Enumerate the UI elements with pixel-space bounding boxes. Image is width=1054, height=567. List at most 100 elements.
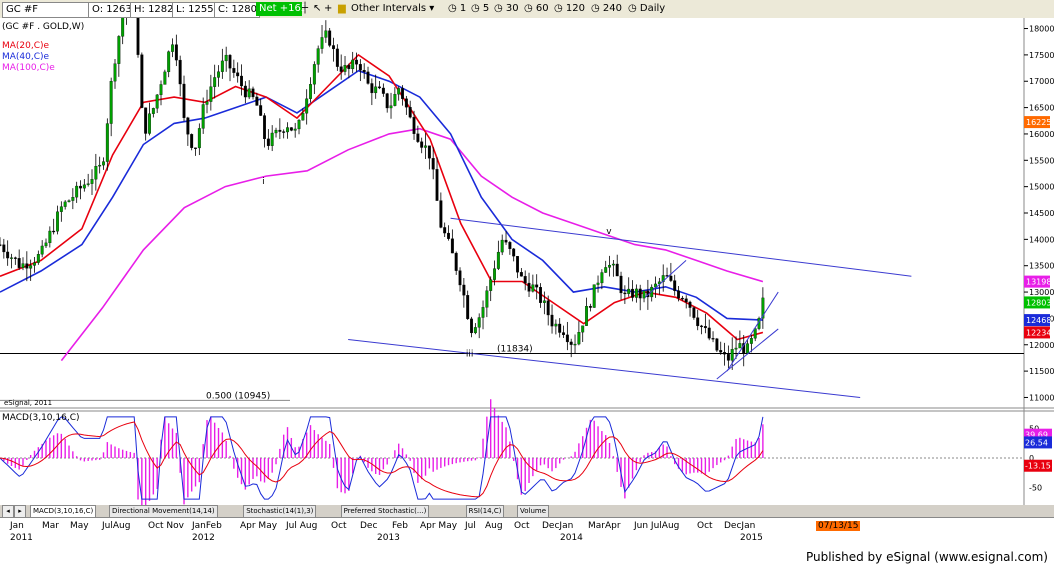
price-bar-99 bbox=[378, 86, 381, 89]
price-bar-86 bbox=[328, 30, 332, 46]
price-bar-12 bbox=[44, 242, 48, 247]
tab-scroll-next-button[interactable]: ▸ bbox=[14, 505, 26, 518]
month-label-10: Feb bbox=[392, 521, 408, 531]
other-intervals-menu[interactable]: Other Intervals ▾ bbox=[351, 3, 435, 14]
price-bar-144 bbox=[550, 314, 554, 327]
price-bar-194 bbox=[742, 343, 746, 354]
folder-icon[interactable]: ▆ bbox=[338, 3, 346, 14]
price-bar-147 bbox=[562, 332, 565, 336]
price-bar-188 bbox=[719, 350, 723, 353]
price-bar-93 bbox=[355, 59, 358, 65]
price-tick-label-3: 16500 bbox=[1029, 104, 1054, 113]
ma20-legend: MA(20,C)e bbox=[2, 41, 50, 51]
price-bar-87 bbox=[332, 45, 335, 50]
price-bar-168 bbox=[642, 290, 646, 299]
interval-button-2[interactable]: ◷ 30 bbox=[494, 3, 519, 14]
price-bar-190 bbox=[726, 354, 730, 361]
indicator-tab-3[interactable]: Preferred Stochastic(...) bbox=[340, 505, 430, 518]
price-bar-41 bbox=[155, 94, 159, 109]
price-bar-149 bbox=[569, 341, 573, 345]
price-bar-75 bbox=[286, 127, 289, 133]
price-bar-177 bbox=[677, 290, 680, 299]
price-bar-119 bbox=[454, 252, 458, 271]
interval-button-4[interactable]: ◷ 120 bbox=[554, 3, 585, 14]
trendline-2 bbox=[644, 260, 687, 298]
price-bar-161 bbox=[615, 263, 619, 277]
price-bar-145 bbox=[554, 323, 558, 327]
price-bar-73 bbox=[278, 129, 282, 132]
price-bar-143 bbox=[546, 300, 550, 316]
footer: Published by eSignal (www.esignal.com) bbox=[0, 547, 1054, 567]
price-bar-26 bbox=[98, 164, 102, 167]
price-bar-38 bbox=[144, 107, 148, 134]
month-label-15: DecJan bbox=[542, 521, 574, 531]
price-bar-185 bbox=[707, 327, 711, 339]
price-bar-135 bbox=[516, 255, 519, 273]
interval-button-6[interactable]: ◷ Daily bbox=[628, 3, 666, 14]
price-bar-114 bbox=[435, 169, 439, 201]
price-bar-152 bbox=[581, 325, 585, 333]
price-bar-148 bbox=[565, 334, 569, 343]
symbol-field[interactable]: GC #F bbox=[2, 2, 90, 18]
price-bar-101 bbox=[385, 93, 389, 109]
cursor-date-badge: 07/13/15 bbox=[816, 521, 861, 531]
price-bar-141 bbox=[539, 287, 542, 303]
price-tick-label-5: 15500 bbox=[1029, 156, 1054, 165]
crosshair-icon[interactable]: ┼ bbox=[302, 3, 309, 14]
price-bar-150 bbox=[573, 343, 577, 346]
price-bar-36 bbox=[136, 18, 140, 55]
price-bar-105 bbox=[401, 88, 404, 99]
wave-label-2: v bbox=[606, 227, 612, 237]
year-label-0: 2011 bbox=[10, 533, 33, 543]
price-bar-13 bbox=[48, 230, 52, 244]
price-bar-0 bbox=[0, 244, 2, 246]
price-tick-label-0: 18000 bbox=[1029, 25, 1054, 34]
price-bar-193 bbox=[738, 343, 742, 349]
price-bar-4 bbox=[13, 257, 17, 259]
price-bar-116 bbox=[443, 227, 447, 234]
price-bar-61 bbox=[232, 68, 236, 73]
price-bar-88 bbox=[335, 48, 339, 67]
price-bar-118 bbox=[450, 238, 454, 254]
high-value: H: 12824 bbox=[130, 2, 180, 18]
price-bar-146 bbox=[558, 323, 562, 333]
price-tick-label-2: 17000 bbox=[1029, 77, 1054, 86]
interval-button-1[interactable]: ◷ 5 bbox=[471, 3, 490, 14]
price-bar-85 bbox=[324, 30, 328, 38]
price-bar-39 bbox=[148, 113, 151, 134]
interval-button-0[interactable]: ◷ 1 bbox=[448, 3, 467, 14]
price-bar-83 bbox=[316, 48, 320, 65]
price-bar-72 bbox=[274, 129, 278, 134]
price-bar-121 bbox=[462, 284, 466, 296]
fib-label: 0.500 (10945) bbox=[206, 391, 270, 401]
toolbar: GC #F O: 12635 H: 12824 L: 12552 C: 1280… bbox=[0, 0, 1054, 19]
price-bar-106 bbox=[404, 98, 408, 108]
macd-tag-2 bbox=[1024, 459, 1052, 472]
price-bar-163 bbox=[623, 292, 627, 295]
price-bar-91 bbox=[347, 65, 351, 70]
arrow-cursor-icon[interactable]: ↖ bbox=[313, 3, 322, 14]
price-bar-104 bbox=[397, 88, 401, 95]
month-label-6: Apr May bbox=[240, 521, 278, 531]
price-bar-10 bbox=[36, 254, 40, 263]
price-bar-182 bbox=[696, 317, 700, 327]
macd-line bbox=[0, 416, 764, 500]
price-bar-1 bbox=[2, 244, 6, 253]
plus-icon[interactable]: + bbox=[324, 3, 333, 14]
ma40-legend: MA(40,C)e bbox=[2, 52, 50, 62]
price-bar-186 bbox=[711, 338, 715, 340]
price-tick-label-9: 13500 bbox=[1029, 262, 1054, 271]
macd-tag-label-2: -13.15 bbox=[1025, 462, 1051, 471]
macd-tick-label-2: -50 bbox=[1029, 483, 1042, 492]
month-label-4: Oct Nov bbox=[148, 521, 184, 531]
esignal-watermark: eSignal, 2011 bbox=[4, 399, 52, 407]
price-bar-46 bbox=[174, 44, 178, 61]
price-bar-47 bbox=[178, 59, 182, 85]
interval-button-3[interactable]: ◷ 60 bbox=[524, 3, 549, 14]
open-value: O: 12635 bbox=[88, 2, 138, 18]
price-bar-22 bbox=[82, 184, 86, 189]
price-bar-44 bbox=[167, 51, 171, 73]
price-bar-154 bbox=[588, 306, 592, 308]
price-bar-23 bbox=[86, 183, 90, 185]
interval-button-5[interactable]: ◷ 240 bbox=[591, 3, 622, 14]
